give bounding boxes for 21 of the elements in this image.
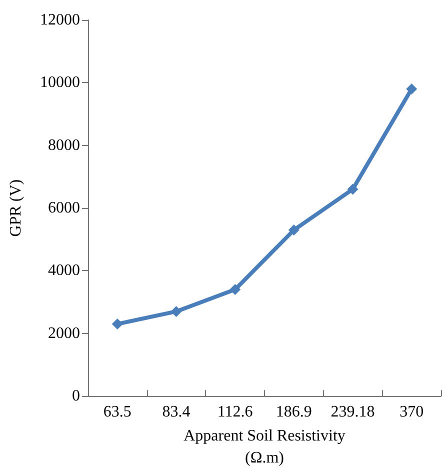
point bbox=[230, 284, 241, 296]
point bbox=[347, 184, 358, 195]
point bbox=[288, 224, 300, 236]
x-tick-label: 370 bbox=[400, 404, 424, 421]
point bbox=[406, 83, 418, 94]
y-tick-label: 8000 bbox=[48, 136, 80, 154]
x-tick-label: 186.9 bbox=[276, 404, 312, 421]
x-tick-label: 83.4 bbox=[162, 404, 190, 421]
y-axis-title: GPR (V) bbox=[8, 179, 24, 237]
x-axis-title: Apparent Soil Resistivity (Ω.m) bbox=[184, 428, 346, 466]
x-tick-label: 239.18 bbox=[330, 404, 375, 421]
x-tick-label: 63.5 bbox=[103, 404, 132, 421]
point bbox=[170, 306, 182, 317]
point bbox=[112, 318, 123, 330]
y-tick-label: 2000 bbox=[48, 324, 80, 342]
y-tick-label: 0 bbox=[72, 388, 80, 405]
y-tick-label: 12000 bbox=[40, 12, 80, 28]
y-tick-label: 10000 bbox=[40, 74, 80, 92]
y-tick-label: 4000 bbox=[48, 262, 80, 280]
y-tick-label: 6000 bbox=[48, 200, 80, 217]
x-tick-label: 112.6 bbox=[217, 404, 253, 421]
